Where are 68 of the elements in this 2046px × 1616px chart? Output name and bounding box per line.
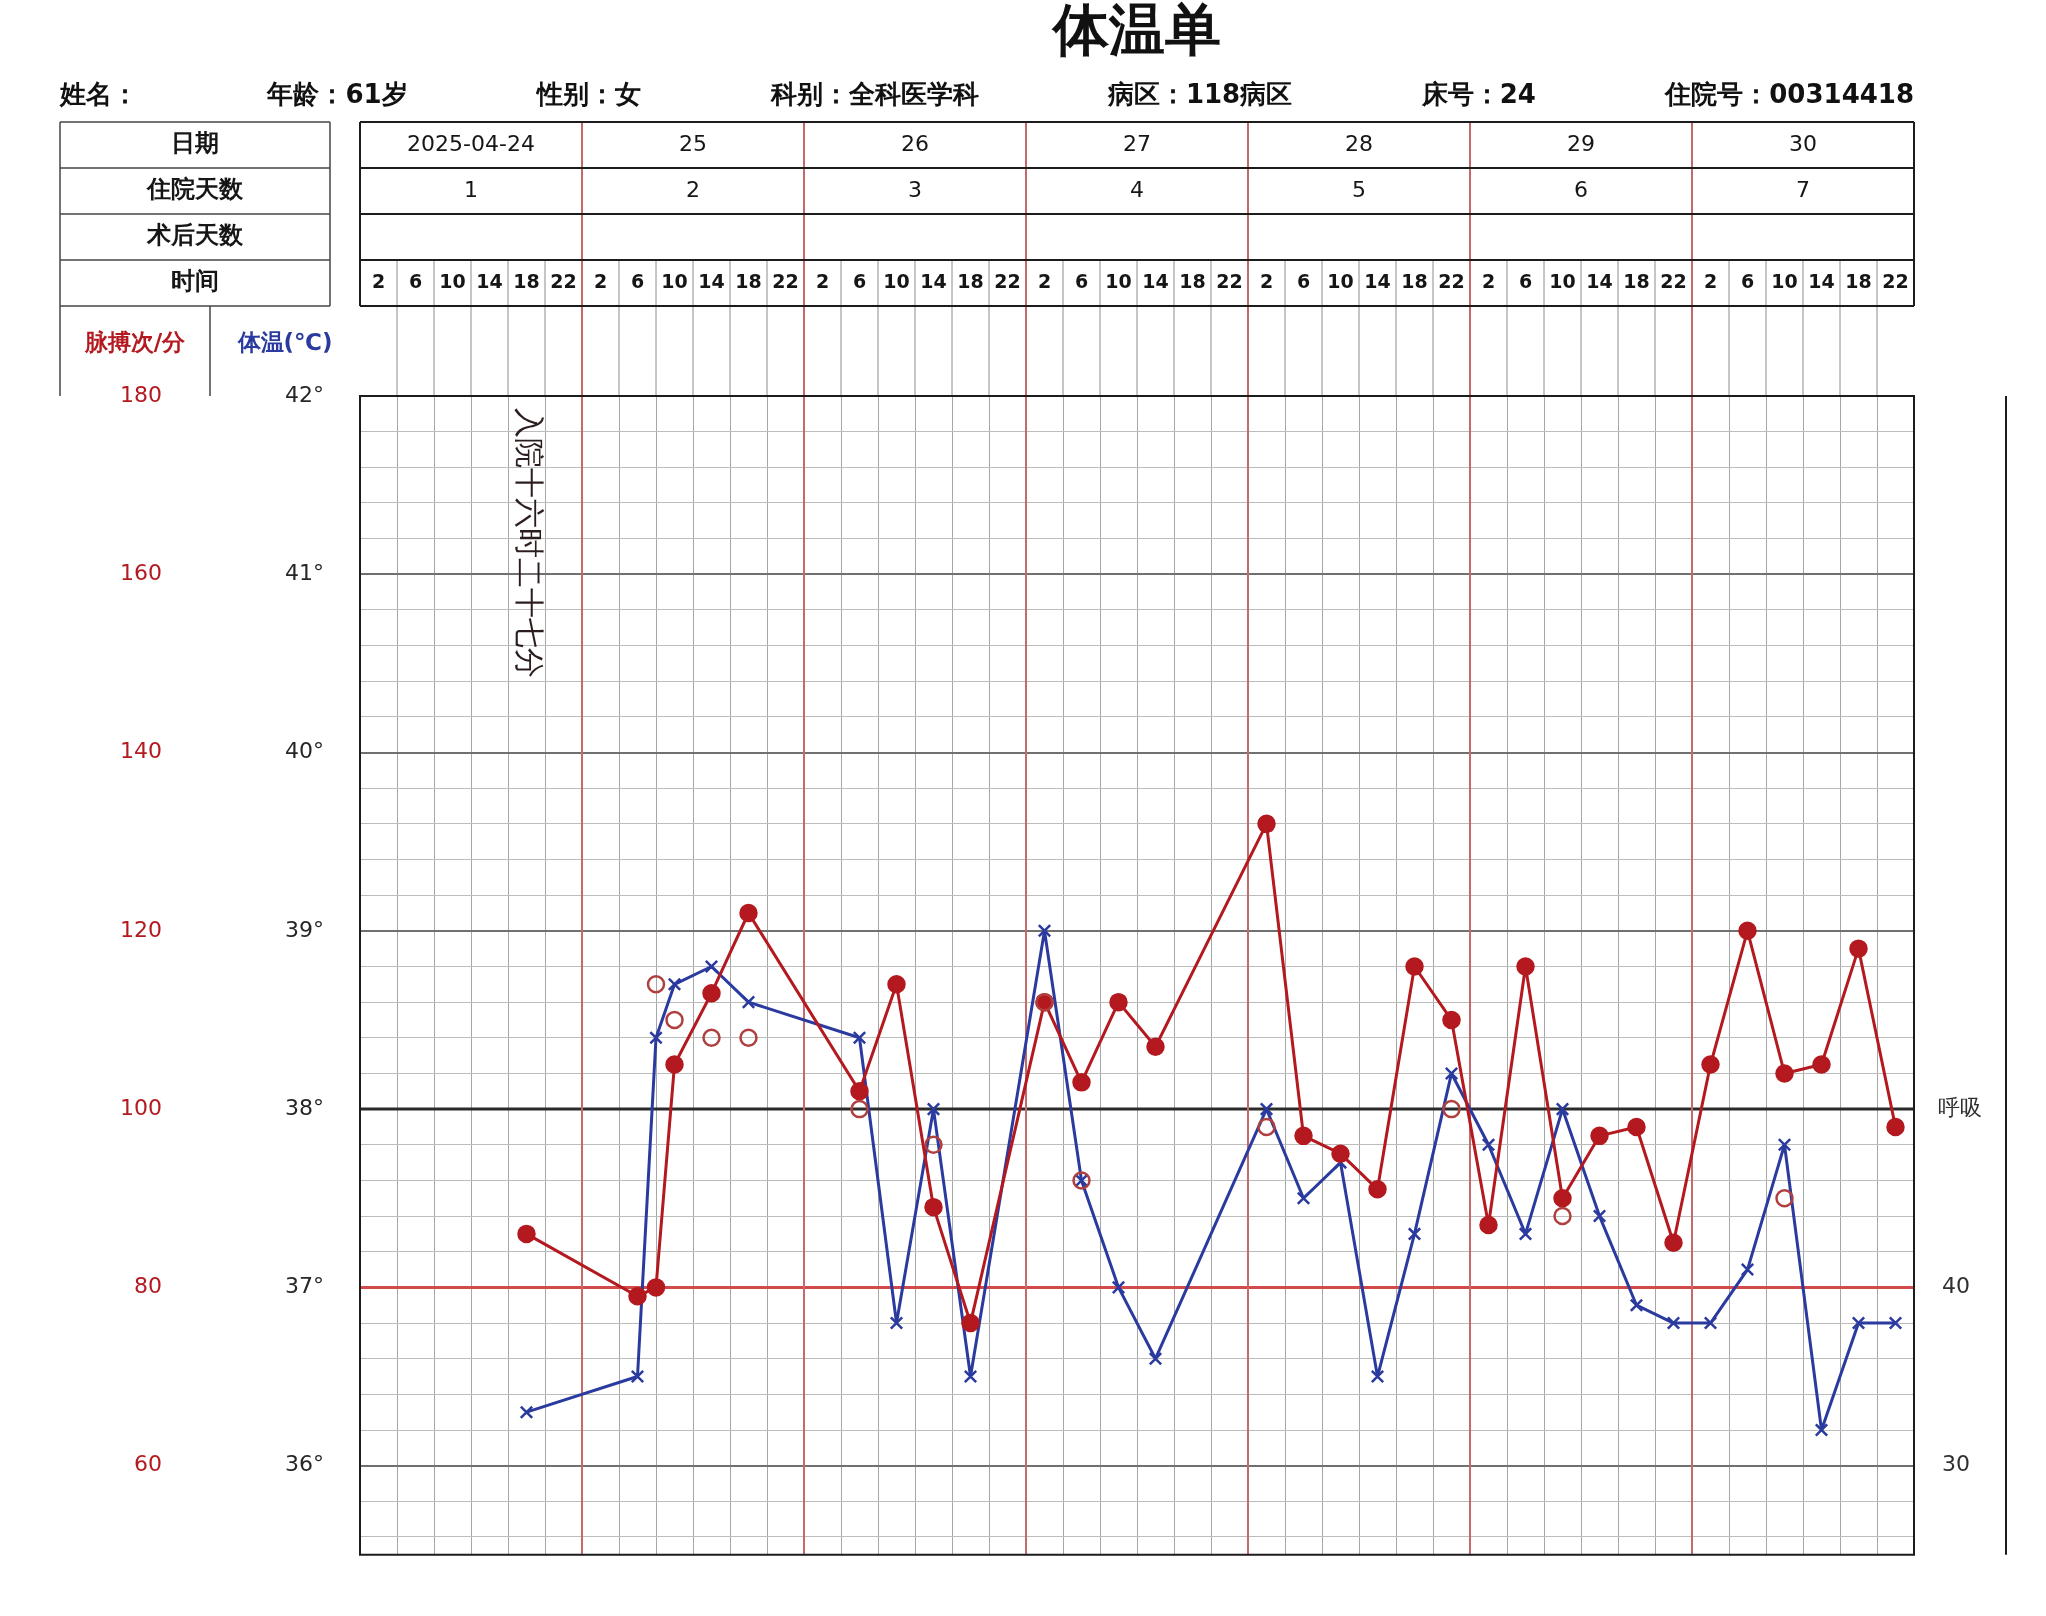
- y3-tick-label: 40: [1942, 1273, 1970, 1299]
- chart-title: 体温单: [1051, 0, 1221, 62]
- y2-tick-label: 140: [120, 738, 162, 764]
- x-tick-label: 6: [1740, 269, 1755, 292]
- y-axis-title: 体温(℃): [236, 328, 333, 355]
- x-tick-label: 14: [1142, 269, 1169, 292]
- x-tick-label: 14: [476, 269, 503, 292]
- y3-tick-label: 30: [1942, 1451, 1970, 1477]
- x-tick-label: 6: [1074, 269, 1089, 292]
- y2-tick-label: 60: [134, 1451, 162, 1477]
- x-tick-label: 2: [1703, 269, 1718, 292]
- x-axis-title: 时间: [171, 267, 219, 296]
- y-tick-label: 36°: [285, 1451, 324, 1477]
- text: 姓名： 年龄：61岁 性别：女 科别：全科医学科 病区：118病区 床号：24 住院号：00314418: [60, 78, 1915, 109]
- x-tick-label: 2: [1037, 269, 1052, 292]
- x-tick-label: 22: [1882, 269, 1909, 292]
- x-tick-label: 14: [1586, 269, 1613, 292]
- y2-tick-label: 160: [120, 560, 162, 585]
- x-tick-label: 18: [513, 269, 540, 292]
- x-tick-label: 18: [1401, 269, 1428, 292]
- x-tick-label: 18: [957, 269, 984, 292]
- y2-tick-label: 180: [120, 381, 162, 407]
- x-tick-label: 22: [772, 269, 799, 292]
- x-tick-label: 10: [1771, 269, 1798, 292]
- x-tick-label: 10: [439, 269, 466, 292]
- y-tick-label: 41°: [285, 560, 324, 585]
- x-tick-label: 2: [815, 269, 830, 292]
- x-tick-label: 10: [883, 269, 910, 292]
- x-tick-label: 10: [661, 269, 688, 292]
- x-tick-label: 10: [1549, 269, 1576, 292]
- y2-tick-label: 100: [120, 1094, 162, 1120]
- x-tick-label: 14: [1808, 269, 1835, 292]
- x-tick-label: 10: [1105, 269, 1132, 292]
- x-tick-label: 22: [550, 269, 577, 292]
- x-tick-label: 18: [1179, 269, 1206, 292]
- x-tick-label: 18: [1623, 269, 1650, 292]
- text: 日期 2025-04-24 25 26 27 28 29 30: [171, 129, 1817, 158]
- x-tick-label: 6: [1296, 269, 1311, 292]
- x-tick-label: 10: [1327, 269, 1354, 292]
- y-tick-label: 37°: [285, 1273, 324, 1299]
- y-tick-label: 39°: [285, 916, 324, 942]
- x-tick-label: 6: [1518, 269, 1533, 292]
- x-tick-label: 6: [630, 269, 645, 292]
- x-tick-label: 14: [698, 269, 725, 292]
- x-tick-label: 18: [735, 269, 762, 292]
- text: 术后天数: [146, 221, 244, 250]
- x-tick-label: 2: [1481, 269, 1496, 292]
- x-tick-label: 2: [1259, 269, 1274, 292]
- y-tick-label: 40°: [285, 738, 324, 764]
- y-tick-label: 38°: [285, 1094, 324, 1120]
- y2-axis-title: 脉搏次/分: [83, 328, 187, 355]
- x-tick-label: 2: [371, 269, 386, 292]
- y2-tick-label: 120: [120, 916, 162, 942]
- x-tick-label: 22: [1438, 269, 1465, 292]
- x-tick-label: 22: [1216, 269, 1243, 292]
- x-tick-label: 14: [1364, 269, 1391, 292]
- y-tick-label: 42°: [285, 381, 324, 407]
- x-tick-label: 6: [408, 269, 423, 292]
- x-tick-label: 22: [1660, 269, 1687, 292]
- y2-tick-label: 80: [134, 1273, 162, 1299]
- y3-axis-title: 呼吸: [1938, 1094, 1982, 1120]
- annotation: 入院十六时二十七分: [511, 408, 547, 678]
- x-tick-label: 22: [994, 269, 1021, 292]
- x-tick-label: 18: [1845, 269, 1872, 292]
- x-tick-label: 6: [852, 269, 867, 292]
- x-tick-label: 14: [920, 269, 947, 292]
- text: 住院天数 1 2 3 4 5 6 7: [147, 175, 1810, 204]
- x-tick-label: 2: [593, 269, 608, 292]
